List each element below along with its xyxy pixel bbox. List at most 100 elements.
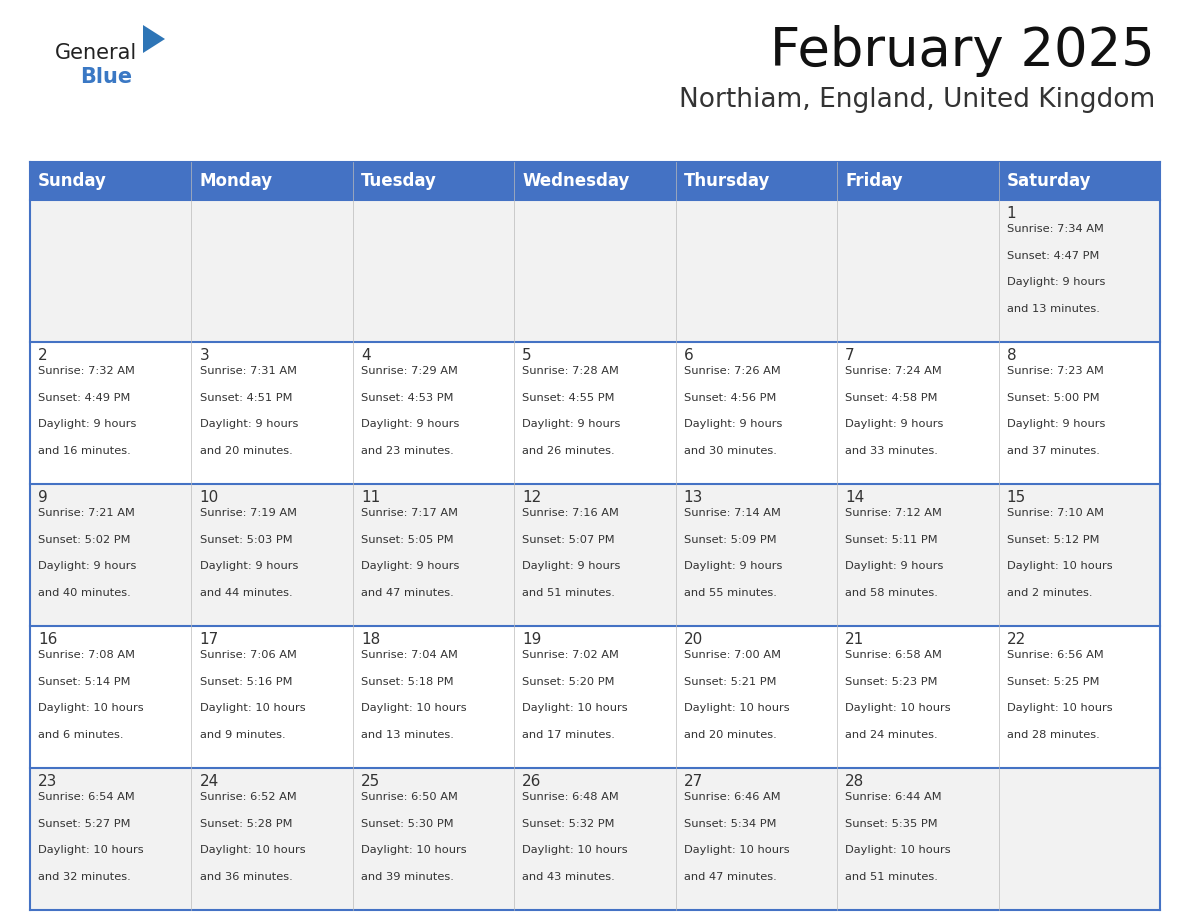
Text: Daylight: 9 hours: Daylight: 9 hours [38, 561, 137, 571]
Text: 10: 10 [200, 490, 219, 505]
Text: and 30 minutes.: and 30 minutes. [684, 446, 777, 456]
Text: Monday: Monday [200, 172, 272, 190]
Text: Sunrise: 7:19 AM: Sunrise: 7:19 AM [200, 508, 297, 518]
Bar [838, 484, 999, 626]
Text: Sunset: 5:14 PM: Sunset: 5:14 PM [38, 677, 131, 687]
Text: Friday: Friday [845, 172, 903, 190]
Text: Sunset: 4:55 PM: Sunset: 4:55 PM [523, 393, 615, 403]
Bar [838, 626, 999, 768]
Text: and 37 minutes.: and 37 minutes. [1006, 446, 1100, 456]
Polygon shape [143, 25, 165, 53]
Bar [30, 626, 191, 768]
Bar [514, 768, 676, 910]
Bar [353, 484, 514, 626]
Bar [191, 768, 353, 910]
Bar [676, 484, 838, 626]
Text: Sunset: 5:02 PM: Sunset: 5:02 PM [38, 534, 131, 544]
Text: Wednesday: Wednesday [523, 172, 630, 190]
Text: Sunset: 4:47 PM: Sunset: 4:47 PM [1006, 251, 1099, 261]
Text: Sunrise: 6:52 AM: Sunrise: 6:52 AM [200, 792, 296, 802]
Text: Sunrise: 6:58 AM: Sunrise: 6:58 AM [845, 650, 942, 660]
Bar [353, 626, 514, 768]
Bar [676, 342, 838, 484]
Text: 1: 1 [1006, 206, 1016, 221]
Text: Daylight: 9 hours: Daylight: 9 hours [684, 561, 782, 571]
Text: Daylight: 9 hours: Daylight: 9 hours [1006, 420, 1105, 430]
Bar [30, 342, 191, 484]
Text: and 13 minutes.: and 13 minutes. [361, 730, 454, 740]
Text: Sunset: 4:56 PM: Sunset: 4:56 PM [684, 393, 776, 403]
Text: and 44 minutes.: and 44 minutes. [200, 588, 292, 598]
Text: Daylight: 10 hours: Daylight: 10 hours [361, 703, 467, 713]
Text: February 2025: February 2025 [770, 25, 1155, 77]
Text: Daylight: 9 hours: Daylight: 9 hours [845, 561, 943, 571]
Bar [514, 484, 676, 626]
Text: Sunrise: 6:56 AM: Sunrise: 6:56 AM [1006, 650, 1104, 660]
Bar [191, 626, 353, 768]
Text: 24: 24 [200, 774, 219, 789]
Text: Daylight: 10 hours: Daylight: 10 hours [200, 845, 305, 856]
Text: Daylight: 9 hours: Daylight: 9 hours [361, 561, 460, 571]
Text: Sunset: 5:12 PM: Sunset: 5:12 PM [1006, 534, 1099, 544]
Text: and 13 minutes.: and 13 minutes. [1006, 304, 1100, 314]
Bar [999, 200, 1159, 342]
Text: Sunrise: 7:12 AM: Sunrise: 7:12 AM [845, 508, 942, 518]
Text: Daylight: 9 hours: Daylight: 9 hours [1006, 277, 1105, 287]
Text: Daylight: 9 hours: Daylight: 9 hours [845, 420, 943, 430]
Text: Daylight: 10 hours: Daylight: 10 hours [684, 703, 789, 713]
Bar [838, 342, 999, 484]
Text: and 28 minutes.: and 28 minutes. [1006, 730, 1099, 740]
Text: Sunrise: 7:29 AM: Sunrise: 7:29 AM [361, 366, 457, 376]
Text: Sunset: 4:49 PM: Sunset: 4:49 PM [38, 393, 131, 403]
Text: Sunset: 5:00 PM: Sunset: 5:00 PM [1006, 393, 1099, 403]
Text: and 40 minutes.: and 40 minutes. [38, 588, 131, 598]
Bar [999, 768, 1159, 910]
Text: Daylight: 10 hours: Daylight: 10 hours [523, 845, 628, 856]
Text: Sunset: 5:20 PM: Sunset: 5:20 PM [523, 677, 615, 687]
Bar [353, 342, 514, 484]
Text: 27: 27 [684, 774, 703, 789]
Text: Sunrise: 7:14 AM: Sunrise: 7:14 AM [684, 508, 781, 518]
Text: Sunset: 5:34 PM: Sunset: 5:34 PM [684, 819, 776, 829]
Text: Sunrise: 6:44 AM: Sunrise: 6:44 AM [845, 792, 942, 802]
Text: 22: 22 [1006, 632, 1026, 647]
Text: and 9 minutes.: and 9 minutes. [200, 730, 285, 740]
Text: and 26 minutes.: and 26 minutes. [523, 446, 615, 456]
Text: Daylight: 10 hours: Daylight: 10 hours [38, 703, 144, 713]
Text: Sunset: 5:03 PM: Sunset: 5:03 PM [200, 534, 292, 544]
Text: Sunrise: 7:10 AM: Sunrise: 7:10 AM [1006, 508, 1104, 518]
Bar [514, 162, 676, 200]
Text: Daylight: 9 hours: Daylight: 9 hours [523, 561, 621, 571]
Text: Sunset: 5:30 PM: Sunset: 5:30 PM [361, 819, 454, 829]
Text: Daylight: 9 hours: Daylight: 9 hours [200, 561, 298, 571]
Bar [30, 484, 191, 626]
Text: and 32 minutes.: and 32 minutes. [38, 872, 131, 882]
Bar [191, 484, 353, 626]
Text: Blue: Blue [80, 67, 132, 87]
Text: Sunrise: 7:32 AM: Sunrise: 7:32 AM [38, 366, 135, 376]
Bar [191, 162, 353, 200]
Bar [838, 768, 999, 910]
Text: and 51 minutes.: and 51 minutes. [523, 588, 615, 598]
Text: Sunrise: 7:02 AM: Sunrise: 7:02 AM [523, 650, 619, 660]
Text: Sunset: 5:23 PM: Sunset: 5:23 PM [845, 677, 937, 687]
Text: 14: 14 [845, 490, 865, 505]
Text: and 51 minutes.: and 51 minutes. [845, 872, 939, 882]
Text: 13: 13 [684, 490, 703, 505]
Text: 20: 20 [684, 632, 703, 647]
Text: 7: 7 [845, 348, 855, 363]
Bar [999, 162, 1159, 200]
Text: Sunrise: 7:26 AM: Sunrise: 7:26 AM [684, 366, 781, 376]
Text: 21: 21 [845, 632, 865, 647]
Text: and 58 minutes.: and 58 minutes. [845, 588, 939, 598]
Text: Sunrise: 7:17 AM: Sunrise: 7:17 AM [361, 508, 457, 518]
Text: Daylight: 9 hours: Daylight: 9 hours [523, 420, 621, 430]
Bar [30, 162, 191, 200]
Text: 9: 9 [38, 490, 48, 505]
Text: and 20 minutes.: and 20 minutes. [684, 730, 777, 740]
Text: 5: 5 [523, 348, 532, 363]
Text: Daylight: 10 hours: Daylight: 10 hours [845, 845, 950, 856]
Text: Thursday: Thursday [684, 172, 770, 190]
Bar [514, 200, 676, 342]
Text: and 6 minutes.: and 6 minutes. [38, 730, 124, 740]
